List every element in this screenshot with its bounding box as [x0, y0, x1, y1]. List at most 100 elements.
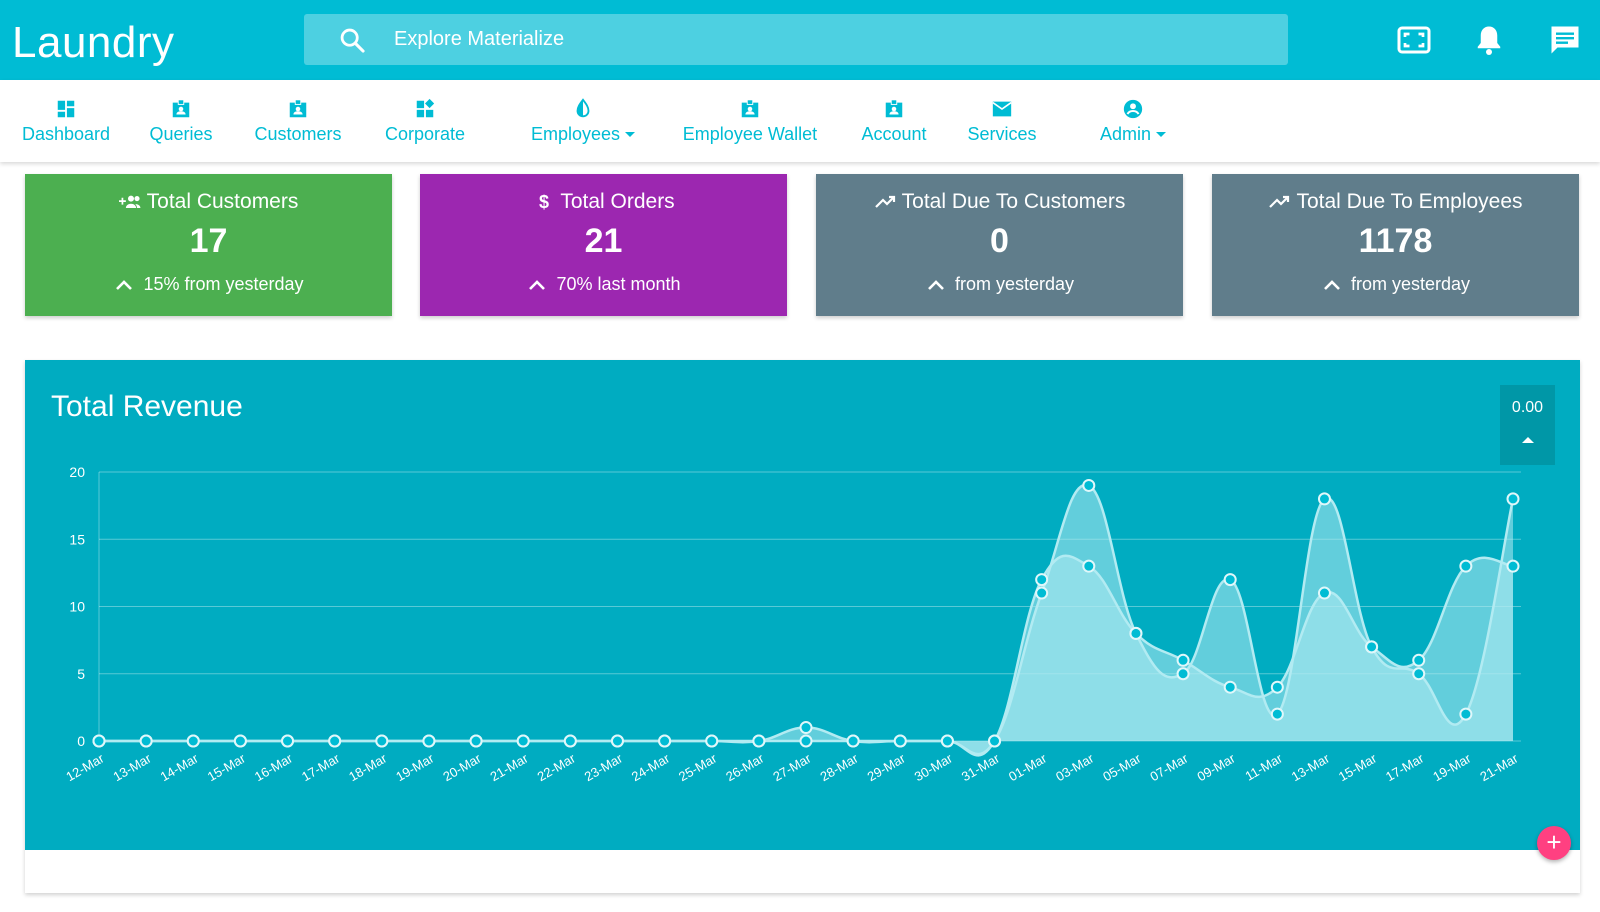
nav-item-employee-wallet[interactable]: Employee Wallet: [678, 80, 822, 162]
search-bar[interactable]: [304, 14, 1288, 65]
series-2-point: [1270, 680, 1284, 694]
nav-item-label: Employees: [531, 124, 636, 145]
card-subtext: 70% last month: [556, 274, 681, 294]
card-title: Total Customers: [146, 190, 299, 213]
top-bar: Laundry: [0, 0, 1600, 80]
group-add-icon: [118, 195, 141, 208]
card-subtext: from yesterday: [1350, 274, 1471, 294]
revenue-badge[interactable]: 0.00: [1500, 385, 1555, 465]
y-tick-label: 10: [69, 599, 85, 615]
nav-item-label: Customers: [254, 123, 342, 144]
trending-up-icon: [1269, 195, 1290, 208]
x-tick-label: 15-Mar: [205, 750, 249, 784]
series-1-point: [1270, 707, 1284, 721]
search-icon: [340, 28, 365, 53]
series-2-point: [281, 734, 295, 748]
x-tick-label: 29-Mar: [865, 750, 909, 784]
stat-card-total-orders[interactable]: $ Total Orders 21 70% last month: [420, 174, 787, 316]
y-tick-label: 0: [77, 733, 85, 749]
fullscreen-icon[interactable]: [1396, 22, 1432, 58]
series-2-point: [1176, 653, 1190, 667]
series-1-point: [1176, 667, 1190, 681]
x-tick-label: 30-Mar: [912, 750, 956, 784]
account-circle-icon: [1123, 99, 1143, 118]
nav-item-label: Queries: [149, 123, 213, 144]
series-2-point: [328, 734, 342, 748]
search-input[interactable]: [394, 14, 1254, 65]
add-button[interactable]: +: [1537, 826, 1571, 860]
main-nav: Dashboard Queries Customers Corporate Em…: [0, 80, 1600, 162]
series-2-point: [1459, 559, 1473, 573]
series-2-point: [1129, 626, 1143, 640]
series-1-point: [1317, 492, 1331, 506]
series-2-point: [799, 734, 813, 748]
x-tick-label: 25-Mar: [676, 750, 720, 784]
nav-item-admin[interactable]: Admin: [1093, 80, 1173, 162]
x-tick-label: 24-Mar: [629, 750, 673, 784]
stat-card-total-customers[interactable]: Total Customers 17 15% from yesterday: [25, 174, 392, 316]
x-tick-label: 20-Mar: [440, 750, 484, 784]
chat-icon[interactable]: [1547, 22, 1583, 58]
brand-logo[interactable]: Laundry: [12, 18, 175, 67]
y-tick-label: 5: [77, 666, 85, 682]
bell-icon[interactable]: [1471, 22, 1507, 58]
series-2-point: [1365, 640, 1379, 654]
nav-item-dashboard[interactable]: Dashboard: [18, 80, 114, 162]
x-tick-label: 05-Mar: [1100, 750, 1144, 784]
y-tick-label: 15: [69, 531, 85, 547]
series-2-point: [1317, 586, 1331, 600]
x-tick-label: 09-Mar: [1195, 750, 1239, 784]
series-2-point: [752, 734, 766, 748]
series-2-point: [1082, 559, 1096, 573]
x-tick-label: 23-Mar: [582, 750, 626, 784]
x-tick-label: 19-Mar: [393, 750, 437, 784]
x-tick-label: 01-Mar: [1006, 750, 1050, 784]
nav-item-label: Dashboard: [21, 123, 111, 144]
nav-item-label: Services: [967, 123, 1037, 144]
series-2-point: [516, 734, 530, 748]
x-tick-label: 13-Mar: [110, 750, 154, 784]
nav-item-label: Admin: [1100, 124, 1167, 145]
series-2-point: [610, 734, 624, 748]
badge-icon: [885, 98, 903, 117]
x-tick-label: 18-Mar: [346, 750, 390, 784]
chevron-down-icon: [1156, 132, 1167, 138]
nav-item-customers[interactable]: Customers: [250, 80, 346, 162]
x-tick-label: 03-Mar: [1053, 750, 1097, 784]
x-tick-label: 14-Mar: [158, 750, 202, 784]
x-tick-label: 07-Mar: [1147, 750, 1191, 784]
badge-icon: [172, 98, 190, 117]
revenue-chart-area: 0 5 10 15 20 12-Mar 13-Mar 14-Mar 15-Mar 16-Mar 17…: [25, 360, 1580, 850]
revenue-badge-value: 0.00: [1511, 399, 1544, 416]
series-2-point: [139, 734, 153, 748]
x-tick-label: 11-Mar: [1243, 750, 1286, 783]
chevron-up-icon: [1324, 279, 1340, 290]
x-tick-label: 17-Mar: [299, 750, 343, 784]
card-value: 21: [584, 222, 623, 260]
series-1-point: [1412, 667, 1426, 681]
nav-item-account[interactable]: Account: [857, 80, 931, 162]
nav-item-employees[interactable]: Employees: [525, 80, 641, 162]
series-2-point: [186, 734, 200, 748]
chevron-down-icon: [625, 132, 636, 138]
series-2-area: [99, 555, 1513, 756]
x-tick-label: 22-Mar: [535, 750, 579, 784]
series-2-point: [893, 734, 907, 748]
series-2-point: [846, 734, 860, 748]
nav-item-corporate[interactable]: Corporate: [379, 80, 471, 162]
nav-item-queries[interactable]: Queries: [145, 80, 217, 162]
series-1-point: [1035, 586, 1049, 600]
x-tick-label: 15-Mar: [1336, 750, 1380, 784]
x-tick-label: 13-Mar: [1289, 750, 1333, 784]
dashboard-icon: [57, 100, 75, 117]
card-subtext: 15% from yesterday: [143, 274, 304, 294]
stat-card-total-due-to-employees[interactable]: Total Due To Employees 1178 from yesterd…: [1212, 174, 1579, 316]
mail-icon: [992, 101, 1012, 116]
card-title: Total Orders: [560, 190, 675, 213]
chevron-up-icon: [529, 279, 546, 290]
x-tick-label: 19-Mar: [1430, 750, 1474, 784]
card-value: 0: [990, 222, 1009, 260]
nav-item-services[interactable]: Services: [964, 80, 1040, 162]
stat-card-total-due-to-customers[interactable]: Total Due To Customers 0 from yesterday: [816, 174, 1183, 316]
